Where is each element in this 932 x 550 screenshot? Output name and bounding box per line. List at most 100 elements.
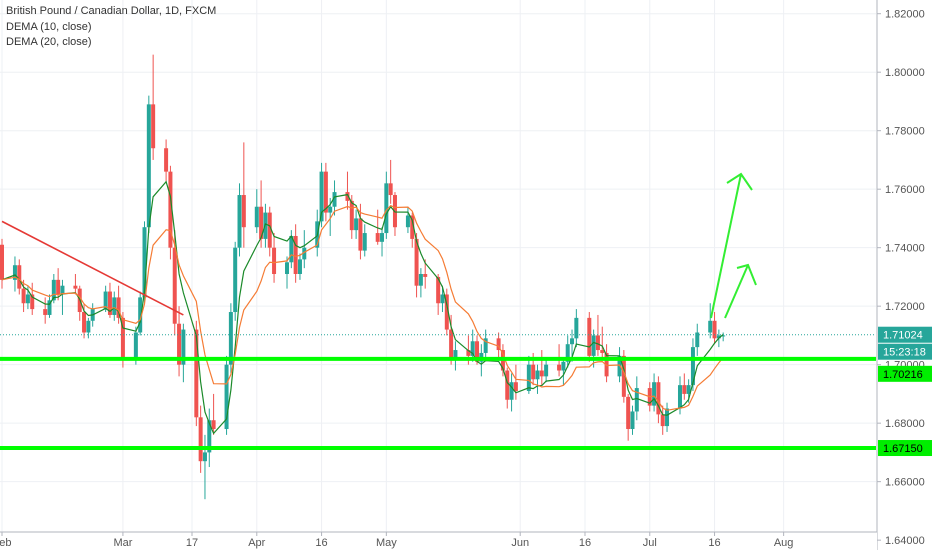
- candle: [319, 162, 324, 228]
- trendline[interactable]: [1, 220, 184, 316]
- candle-body: [513, 382, 518, 391]
- arrow-up-small[interactable]: [724, 263, 757, 319]
- candle: [0, 238, 4, 289]
- price-tick-label: 1.80000: [885, 67, 925, 79]
- candle-body: [164, 148, 169, 172]
- candle-body: [716, 335, 721, 339]
- candle-body: [453, 350, 458, 359]
- candle-body: [285, 262, 290, 274]
- candle-body: [107, 291, 112, 315]
- price-axis-bg: [877, 0, 932, 550]
- candle-body: [56, 279, 61, 295]
- candle: [354, 209, 359, 239]
- candle-body: [708, 320, 713, 333]
- candle-body: [60, 285, 65, 295]
- candle: [539, 350, 544, 386]
- candle: [241, 142, 246, 248]
- candle-body: [302, 247, 307, 260]
- candle: [164, 139, 169, 184]
- candle-body: [449, 329, 454, 359]
- symbol-title: British Pound / Canadian Dollar, 1D, FXC…: [6, 5, 217, 17]
- indicator-dema-10[interactable]: DEMA (10, close): [6, 20, 92, 33]
- candle-body: [138, 297, 143, 333]
- candle-body: [254, 206, 259, 228]
- support-upper-label-bg: [878, 365, 932, 382]
- candle: [138, 291, 143, 336]
- price-axis[interactable]: 1.82000 1.80000 1.78000 1.76000 1.74000 1.720…: [876, 0, 932, 550]
- candle-body: [12, 265, 17, 280]
- candle-body: [202, 452, 207, 462]
- candle-body: [570, 338, 575, 345]
- price-tick-label: 1.66000: [885, 477, 925, 489]
- arrow-head: [726, 172, 753, 191]
- time-tick-label: Apr: [248, 537, 265, 549]
- candle-body: [181, 329, 186, 365]
- time-tick-label: Aug: [774, 537, 794, 549]
- candle-body: [539, 370, 544, 377]
- candle-body: [43, 309, 48, 315]
- candle-body: [289, 235, 294, 263]
- candle-body: [686, 385, 691, 394]
- candle-body: [228, 312, 233, 365]
- candle-body: [509, 382, 514, 400]
- candle-body: [634, 388, 639, 412]
- candle-body: [177, 323, 182, 365]
- candle: [375, 209, 380, 245]
- candle-body: [721, 335, 726, 337]
- candle-body: [630, 411, 635, 430]
- candle: [198, 405, 203, 473]
- price-tick-label: 1.76000: [885, 184, 925, 196]
- candle: [544, 358, 549, 383]
- candle-body: [349, 200, 354, 231]
- candle-body: [116, 297, 121, 318]
- candle-body: [626, 396, 631, 430]
- candle-body: [410, 215, 415, 239]
- candle-body: [695, 332, 700, 348]
- candle: [436, 274, 441, 315]
- candle: [82, 303, 87, 339]
- indicator-dema-20[interactable]: DEMA (20, close): [6, 36, 92, 48]
- candle-body: [604, 352, 609, 377]
- candle: [708, 303, 713, 339]
- candle: [116, 285, 121, 324]
- candle: [112, 291, 117, 321]
- candle-body: [475, 341, 480, 362]
- candle-body: [656, 382, 661, 415]
- candle-body: [405, 215, 410, 228]
- candle: [345, 171, 350, 210]
- candle: [440, 285, 445, 313]
- dema-10-line: [1, 180, 724, 435]
- time-tick-label: 16: [315, 537, 327, 549]
- candle-body: [591, 335, 596, 356]
- time-tick-label: Jul: [643, 537, 657, 549]
- countdown-label-text: 15:23:18: [883, 347, 926, 359]
- candle: [587, 312, 592, 362]
- candle-body: [574, 317, 579, 339]
- candle: [660, 405, 665, 435]
- candle: [17, 259, 22, 295]
- price-tick-label: 1.82000: [885, 9, 925, 21]
- candle-body: [168, 171, 173, 248]
- candle: [168, 165, 173, 260]
- candle-body: [272, 247, 277, 274]
- arrow-up-large[interactable]: [710, 172, 753, 319]
- time-axis[interactable]: Feb Mar 17 Apr 16 May Jun 16 Jul 16 Aug: [0, 531, 877, 550]
- support-upper-label-text: 1.70216: [883, 369, 923, 381]
- candle-body: [194, 329, 199, 418]
- candle: [207, 408, 212, 468]
- candle: [12, 256, 17, 292]
- candle-body: [436, 276, 441, 304]
- candle: [712, 312, 717, 345]
- last-price-label-text: 1.71024: [883, 330, 923, 342]
- candle-body: [233, 247, 238, 313]
- candle-body: [259, 206, 264, 239]
- candle: [513, 364, 518, 400]
- candle-body: [0, 244, 4, 280]
- candle-body: [86, 320, 91, 333]
- candle: [626, 393, 631, 441]
- candle: [630, 405, 635, 435]
- support-lower-label: 1.67150: [878, 440, 932, 457]
- candle-body: [660, 414, 665, 427]
- candle: [509, 373, 514, 412]
